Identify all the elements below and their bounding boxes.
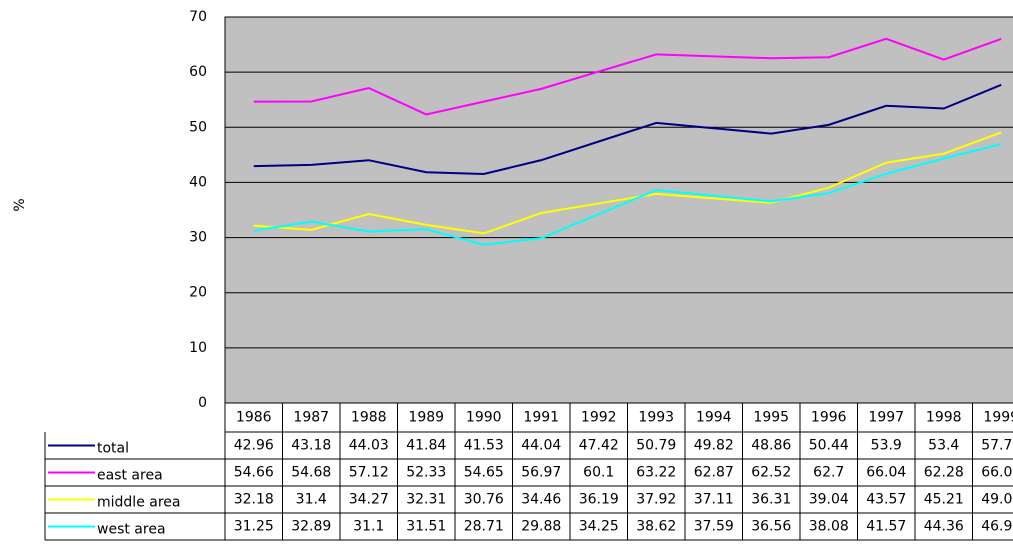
table-value: 54.65: [464, 465, 504, 481]
table-value: 36.31: [751, 492, 791, 508]
table-value: 37.92: [636, 492, 676, 508]
table-value: 29.88: [521, 519, 561, 535]
legend-label: middle area: [97, 495, 180, 511]
table-value: 37.11: [694, 492, 734, 508]
table-value: 39.04: [809, 492, 849, 508]
table-value: 31.51: [406, 519, 446, 535]
table-value: 45.21: [924, 492, 964, 508]
y-tick-label: 30: [189, 230, 207, 246]
table-value: 47.42: [579, 438, 619, 454]
table-value: 32.18: [234, 492, 274, 508]
x-tick-label: 1997: [868, 410, 904, 426]
x-tick-label: 1988: [351, 410, 387, 426]
x-tick-label: 1989: [408, 410, 444, 426]
table-value: 28.71: [464, 519, 504, 535]
y-tick-label: 70: [189, 9, 207, 25]
y-tick-label: 40: [189, 174, 207, 190]
table-value: 31.1: [353, 519, 384, 535]
series-line: [253, 83, 1002, 175]
series-line: [253, 143, 1002, 246]
x-tick-label: 1994: [696, 410, 732, 426]
table-value: 42.96: [234, 438, 274, 454]
x-tick-label: 1996: [811, 410, 847, 426]
table-value: 34.27: [349, 492, 389, 508]
table-value: 62.87: [694, 465, 734, 481]
table-value: 41.84: [406, 438, 446, 454]
x-tick-label: 1986: [236, 410, 272, 426]
table-value: 50.79: [636, 438, 676, 454]
table-value: 36.56: [751, 519, 791, 535]
y-tick-label: 10: [189, 340, 207, 356]
table-value: 43.57: [866, 492, 906, 508]
table-value: 30.76: [464, 492, 504, 508]
y-tick-label: 20: [189, 285, 207, 301]
table-value: 63.22: [636, 465, 676, 481]
table-value: 44.03: [349, 438, 389, 454]
x-tick-label: 1992: [581, 410, 617, 426]
table-value: 41.53: [464, 438, 504, 454]
table-value: 66.04: [866, 465, 906, 481]
x-tick-label: 1998: [926, 410, 962, 426]
table-value: 37.59: [694, 519, 734, 535]
x-tick-label: 1999: [983, 410, 1013, 426]
table-value: 62.28: [924, 465, 964, 481]
table-value: 66.03: [981, 465, 1013, 481]
table-value: 31.25: [234, 519, 274, 535]
x-tick-label: 1990: [466, 410, 502, 426]
table-value: 38.62: [636, 519, 676, 535]
y-tick-label: 50: [189, 119, 207, 135]
table-value: 52.33: [406, 465, 446, 481]
table-value: 54.68: [291, 465, 331, 481]
table-value: 31.4: [296, 492, 327, 508]
table-value: 46.96: [981, 519, 1013, 535]
table-value: 49.06: [981, 492, 1013, 508]
plot-area: [224, 16, 1013, 404]
x-tick-label: 1993: [638, 410, 674, 426]
table-value: 44.04: [521, 438, 561, 454]
table-value: 62.52: [751, 465, 791, 481]
table-value: 34.46: [521, 492, 561, 508]
table-value: 43.18: [291, 438, 331, 454]
series-line: [253, 131, 1002, 235]
table-value: 53.9: [871, 438, 902, 454]
table-value: 44.36: [924, 519, 964, 535]
table-value: 49.82: [694, 438, 734, 454]
table-value: 57.12: [349, 465, 389, 481]
x-tick-label: 1991: [523, 410, 559, 426]
series-line: [253, 37, 1002, 116]
legend-label: total: [97, 441, 129, 457]
x-tick-label: 1995: [753, 410, 789, 426]
table-value: 57.71: [981, 438, 1013, 454]
legend-label: west area: [97, 522, 166, 538]
table-value: 56.97: [521, 465, 561, 481]
table-value: 41.57: [866, 519, 906, 535]
y-tick-label: 60: [189, 64, 207, 80]
table-value: 32.31: [406, 492, 446, 508]
y-axis-label: %: [12, 198, 28, 211]
table-value: 53.4: [928, 438, 959, 454]
table-value: 48.86: [751, 438, 791, 454]
table-value: 38.08: [809, 519, 849, 535]
table-value: 50.44: [809, 438, 849, 454]
table-value: 36.19: [579, 492, 619, 508]
table-value: 62.7: [813, 465, 844, 481]
y-tick-label: 0: [198, 395, 207, 411]
legend-label: east area: [97, 468, 163, 484]
table-value: 32.89: [291, 519, 331, 535]
table-value: 34.25: [579, 519, 619, 535]
x-tick-label: 1987: [293, 410, 329, 426]
table-value: 54.66: [234, 465, 274, 481]
table-value: 60.1: [583, 465, 614, 481]
